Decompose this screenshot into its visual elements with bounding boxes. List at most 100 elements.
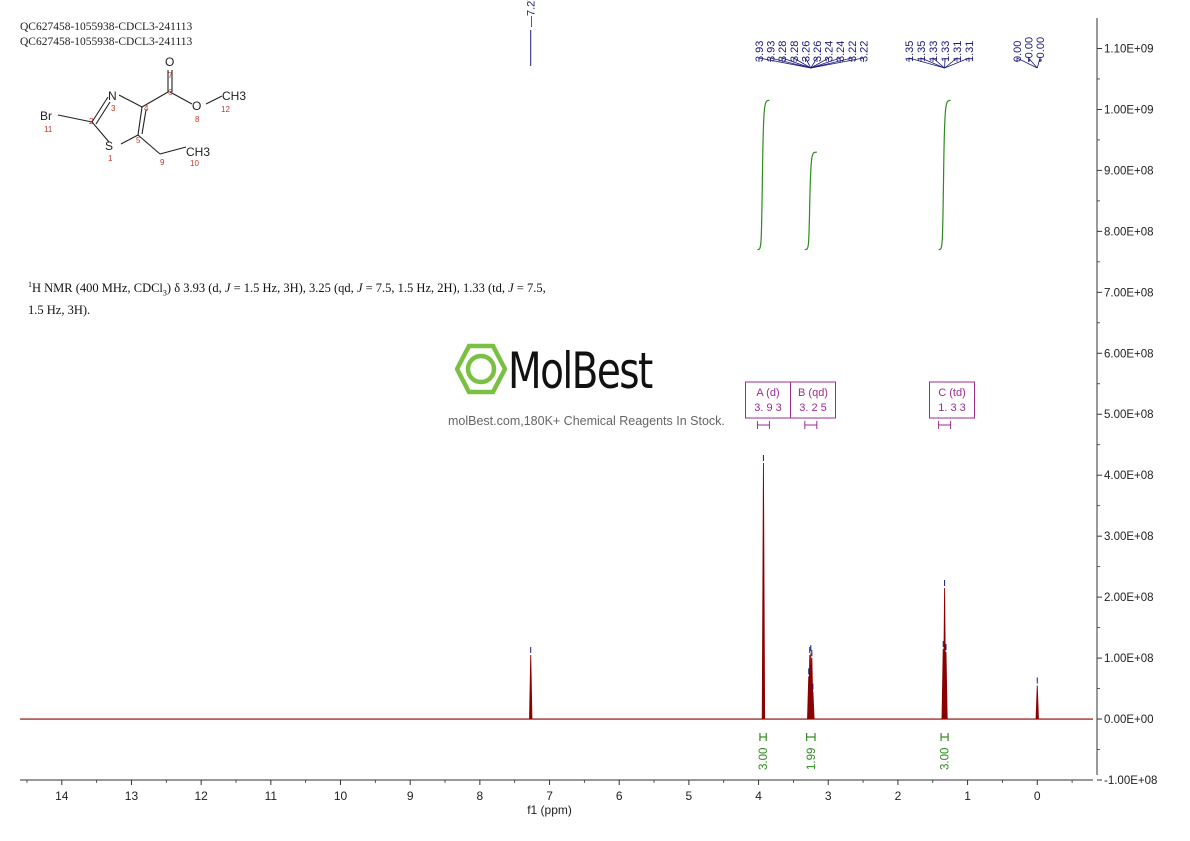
peak-label-tick <box>1036 57 1041 69</box>
x-tick-label: 10 <box>334 789 348 803</box>
peak-shift-label: 3.28 <box>789 41 801 62</box>
multiplet-shift: 3. 2 5 <box>799 402 827 414</box>
peak-shift-label: -0.00 <box>1024 37 1036 62</box>
atom-number: 5 <box>136 136 141 145</box>
peak-shift-label: 1.33 <box>928 41 940 62</box>
x-tick-label: 9 <box>407 789 414 803</box>
multiplet-name: C (td) <box>938 387 966 399</box>
integral-curve <box>804 151 817 251</box>
coupling-j: J <box>356 281 363 296</box>
integral-curve <box>938 99 951 251</box>
peak-shift-label: 0.00 <box>1012 41 1024 62</box>
peak-shift-label: 3.26 <box>812 41 824 62</box>
spectrum-peak <box>810 658 814 720</box>
peak-shift-label: 3.22 <box>858 41 870 62</box>
peak-shift-label: 3.24 <box>835 41 847 62</box>
peak-shift-label: 1.35 <box>904 41 916 62</box>
coupling-j: J <box>224 281 231 296</box>
y-tick-label: 4.00E+08 <box>1104 470 1154 482</box>
peak-label-tick <box>908 57 945 69</box>
peak-label-tick <box>793 57 812 69</box>
atom-number: 6 <box>168 88 173 97</box>
peak-label-tick <box>810 57 853 69</box>
multiplet-shift: 3. 9 3 <box>754 402 782 414</box>
nmr-sub: 3 <box>162 288 167 298</box>
peak-label-tick <box>944 57 958 69</box>
y-tick-label: 0.00E+00 <box>1104 714 1154 726</box>
x-tick-label: 7 <box>546 789 553 803</box>
spectrum-peak <box>811 691 815 720</box>
y-tick-label: 5.00E+08 <box>1104 409 1154 421</box>
atom-number: 1 <box>108 154 113 163</box>
y-tick-label: 7.00E+08 <box>1104 287 1154 299</box>
x-tick-label: 14 <box>55 789 69 803</box>
peak-shift-label: 3.28 <box>777 41 789 62</box>
multiplet-name: A (d) <box>756 387 779 399</box>
x-tick-label: 1 <box>964 789 971 803</box>
spectrum-peak <box>944 651 948 720</box>
atom-number: 2 <box>89 117 94 126</box>
chemical-structure: O 7 N 3 O 8 CH3 12 Br 11 S 1 CH3 10 2 4 … <box>40 55 246 168</box>
peak-labels: —7.273.93 3.93 3.28 3.28 3.26 3.26 3.24 3.24 3.2… <box>526 0 1047 69</box>
atom-number: 10 <box>190 159 199 168</box>
spectrum-peak <box>809 653 813 720</box>
peak-shift-label: 1.35 <box>916 41 928 62</box>
spectrum-peak <box>1035 685 1039 720</box>
integral-value: 1.99 <box>806 748 818 770</box>
integral-value: 3.00 <box>940 748 952 770</box>
spectrum-peak <box>941 648 945 720</box>
nmr-sup: 1 <box>28 280 32 289</box>
peak-label-tick <box>810 57 829 69</box>
y-tick-label: 2.00E+08 <box>1104 592 1154 604</box>
nmr-text-part: = 1.5 Hz, 3H), 3.25 (qd, <box>230 281 357 296</box>
peak-label-tick <box>781 57 811 69</box>
x-tick-label: 13 <box>125 789 139 803</box>
atom-number: 11 <box>44 125 53 134</box>
x-tick-label: 4 <box>755 789 762 803</box>
integral-value: 3.00 <box>758 748 770 770</box>
x-tick-label: 3 <box>825 789 832 803</box>
atom-number: 7 <box>168 71 173 80</box>
y-tick-label: 6.00E+08 <box>1104 348 1154 360</box>
x-tick-label: 8 <box>477 789 484 803</box>
multiplet-name: B (qd) <box>798 387 828 399</box>
peak-shift-label: 3.93 <box>754 41 766 62</box>
multiplet-shift: 1. 3 3 <box>938 402 966 414</box>
atom-number: 12 <box>221 105 230 114</box>
x-tick-label: 11 <box>265 789 278 803</box>
spectrum-trace <box>20 455 1093 720</box>
atom-label: O <box>192 99 201 113</box>
peak-shift-label: 3.22 <box>847 41 859 62</box>
peak-shift-label: —7.27 <box>526 0 538 27</box>
peak-label-tick <box>810 57 841 69</box>
peak-shift-label: 3.24 <box>824 41 836 62</box>
coupling-j: J <box>508 281 514 296</box>
spectrum-peak <box>761 463 766 720</box>
peak-label-tick <box>810 56 818 69</box>
atom-number: 4 <box>144 104 149 113</box>
peak-label-tick <box>805 57 812 69</box>
nmr-text-part: 1.5 Hz, 3H). <box>28 302 91 317</box>
y-tick-label: 1.00E+09 <box>1104 104 1154 116</box>
peak-label-tick <box>810 57 864 69</box>
peak-shift-label: 1.31 <box>964 41 976 62</box>
y-tick-label: -1.00E+08 <box>1104 775 1157 787</box>
nmr-description: 1H NMR (400 MHz, CDCl3) δ 3.93 (d, J = 1… <box>28 276 608 319</box>
atom-label: CH3 <box>186 145 210 159</box>
sample-id-line: QC627458-1055938-CDCL3-241113 <box>20 21 193 33</box>
y-tick-label: 1.00E+08 <box>1104 653 1154 665</box>
peak-label-tick <box>770 57 811 69</box>
nmr-text-part: = 7.5, <box>513 281 546 296</box>
x-axis-label: f1 (ppm) <box>527 803 572 817</box>
peak-shift-label: 3.26 <box>800 41 812 62</box>
atom-label: O <box>165 55 174 69</box>
x-tick-label: 0 <box>1034 789 1041 803</box>
atom-label: N <box>108 89 117 103</box>
peak-label-tick <box>1016 57 1038 69</box>
x-tick-label: 2 <box>895 789 902 803</box>
y-tick-label: 1.10E+09 <box>1104 43 1154 55</box>
atom-label: CH3 <box>222 89 246 103</box>
peak-shift-label: -0.00 <box>1035 37 1047 62</box>
watermark-tagline: molBest.com,180K+ Chemical Reagents In S… <box>448 414 725 428</box>
spectrum-peak <box>808 655 812 720</box>
